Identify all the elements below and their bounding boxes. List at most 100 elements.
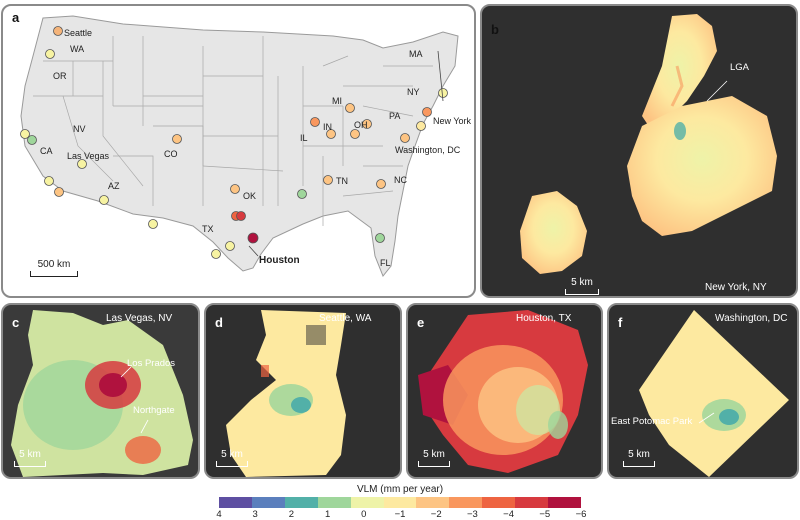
scale-bar-f-line xyxy=(623,461,655,467)
dc-map xyxy=(639,310,789,477)
label-lga: LGA xyxy=(730,62,750,73)
panel-c-title: Las Vegas, NV xyxy=(106,313,173,324)
label-co: CO xyxy=(164,149,178,159)
marker-seattle xyxy=(53,26,63,36)
panel-c-las-vegas: c Las Vegas, NV Los Prados Northgate 5 k… xyxy=(1,303,200,479)
scale-bar-a-line xyxy=(30,271,78,277)
label-nc: NC xyxy=(394,175,407,185)
state-borders xyxy=(33,36,433,226)
label-ok: OK xyxy=(243,191,257,201)
marker-oh-2 xyxy=(362,119,372,129)
label-ca: CA xyxy=(40,146,53,156)
marker-oh xyxy=(350,129,360,139)
label-ma: MA xyxy=(409,49,423,59)
legend-swatch xyxy=(350,497,384,508)
legend-tick: 0 xyxy=(361,509,367,520)
legend-swatch xyxy=(383,497,417,508)
panel-f-title: Washington, DC xyxy=(715,313,788,324)
vlm-legend: VLM (mm per year) 4 3 2 1 0 −1 −2 −3 −4 −5 −6 xyxy=(216,484,586,520)
legend-tick: −3 xyxy=(466,509,478,520)
label-in: IN xyxy=(323,122,332,132)
label-houston: Houston xyxy=(259,255,300,266)
legend-swatch xyxy=(317,497,351,508)
marker-tx-dallas-2 xyxy=(236,211,246,221)
scale-bar-c-text: 5 km xyxy=(19,449,41,460)
panel-d-seattle: d Seattle, WA 5 km xyxy=(204,303,402,479)
scale-bar-e-line xyxy=(418,461,450,467)
panel-f-label: f xyxy=(618,315,623,330)
legend-tick: 1 xyxy=(324,509,331,520)
marker-ca-sf xyxy=(27,135,37,145)
legend-tick: −5 xyxy=(539,509,551,520)
scale-bar-e: 5 km xyxy=(418,449,450,467)
panel-b-title: New York, NY xyxy=(705,282,767,293)
marker-houston xyxy=(247,232,259,244)
scale-bar-b: 5 km xyxy=(565,277,599,295)
label-wa: WA xyxy=(70,44,85,54)
marker-il xyxy=(310,117,320,127)
label-northgate: Northgate xyxy=(133,405,175,416)
seattle-map xyxy=(226,310,346,477)
houston-map xyxy=(418,310,588,473)
legend-swatch xyxy=(482,497,516,508)
label-il: IL xyxy=(300,133,308,143)
marker-ma xyxy=(438,88,448,98)
scale-bar-d-line xyxy=(216,461,248,467)
panel-e-label: e xyxy=(417,315,425,330)
panel-c-label: c xyxy=(12,315,20,330)
legend-swatch xyxy=(416,497,450,508)
lga-leader-line xyxy=(706,80,728,102)
dc-shape xyxy=(639,310,789,477)
marker-mi xyxy=(345,103,355,113)
marker-pa-2 xyxy=(416,121,426,131)
legend-tick: 3 xyxy=(252,509,258,520)
city-markers xyxy=(20,26,448,259)
label-az: AZ xyxy=(108,181,120,191)
legend-tick: −4 xyxy=(503,509,515,520)
marker-ok xyxy=(230,184,240,194)
legend-tick: 2 xyxy=(288,509,295,520)
marker-tn xyxy=(323,175,333,185)
legend-swatch xyxy=(284,497,318,508)
label-pa: PA xyxy=(389,111,401,121)
scale-bar-b-line xyxy=(565,289,599,295)
panel-a-us-map: a Seattle WA OR NV CA Las Vegas AZ CO TX… xyxy=(1,4,476,298)
scale-bar-e-text: 5 km xyxy=(423,449,445,460)
scale-bar-b-text: 5 km xyxy=(571,277,593,288)
ny-staten-island xyxy=(520,191,587,274)
label-tx: TX xyxy=(202,224,214,234)
scale-bar-c: 5 km xyxy=(14,449,46,467)
ny-queens-brooklyn xyxy=(627,96,777,236)
marker-ms xyxy=(297,189,307,199)
las-vegas-map xyxy=(11,310,193,477)
marker-tx-west xyxy=(148,219,158,229)
panel-b-new-york: b LGA New York, NY 5 km xyxy=(480,4,798,298)
scale-bar-f-text: 5 km xyxy=(628,449,650,460)
houston-leader-line xyxy=(248,245,259,257)
us-outline xyxy=(20,15,459,277)
marker-pa xyxy=(400,133,410,143)
legend-tick: −1 xyxy=(394,509,406,520)
marker-tx-austin xyxy=(225,241,235,251)
legend-swatch xyxy=(219,497,252,508)
legend-title: VLM (mm per year) xyxy=(356,484,444,495)
marker-las-vegas xyxy=(77,159,87,169)
panel-f-washington-dc: f Washington, DC East Potomac Park 5 km xyxy=(607,303,799,479)
panel-d-label: d xyxy=(215,315,223,330)
legend-swatch xyxy=(515,497,549,508)
panel-b-label: b xyxy=(491,22,499,37)
northgate-leader-line xyxy=(140,419,149,434)
scale-bar-d-text: 5 km xyxy=(221,449,243,460)
ma-leader-line xyxy=(437,50,444,102)
scale-bar-a-text: 500 km xyxy=(37,259,71,270)
legend-colorbar xyxy=(219,497,581,508)
label-washington-dc: Washington, DC xyxy=(395,145,461,155)
legend-swatch xyxy=(449,497,483,508)
label-or: OR xyxy=(53,71,67,81)
label-oh: OH xyxy=(354,120,368,130)
scale-bar-c-line xyxy=(14,461,46,467)
label-ny: NY xyxy=(407,87,420,97)
marker-in xyxy=(326,129,336,139)
label-nv: NV xyxy=(73,124,86,134)
marker-tx-sa xyxy=(211,249,221,259)
